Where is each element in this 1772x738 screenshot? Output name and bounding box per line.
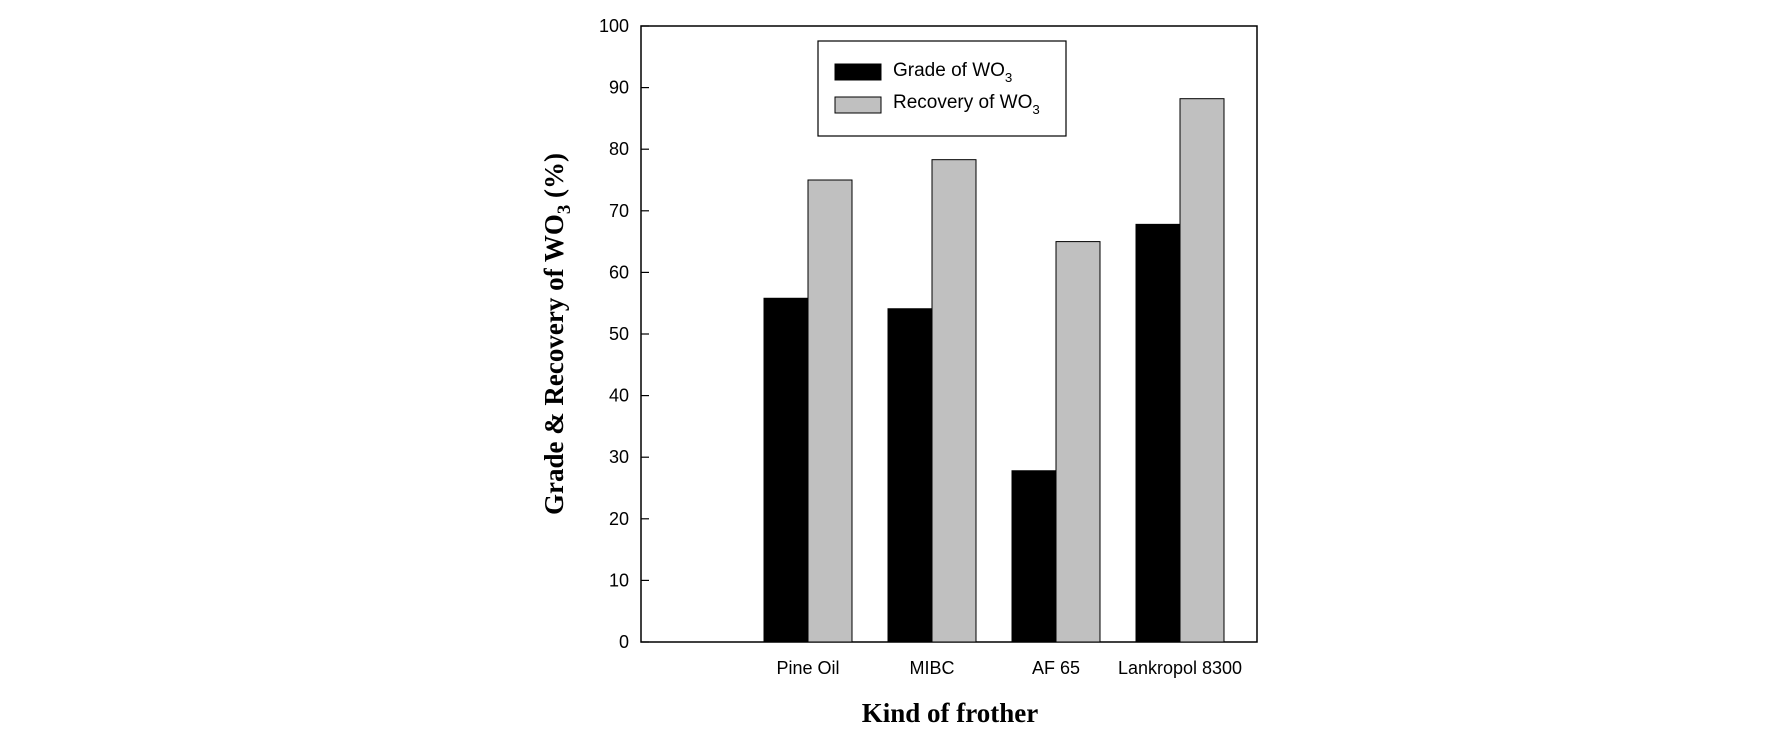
- bar-grade-1: [887, 308, 933, 643]
- y-axis-title: Grade & Recovery of WO3 (%): [539, 153, 575, 515]
- x-tick-label-1: MIBC: [910, 658, 955, 678]
- legend-box: [817, 40, 1067, 137]
- legend-label-recovery: Recovery of WO3: [893, 92, 1040, 117]
- y-tick-label-4: 40: [609, 386, 629, 406]
- y-axis: 0 10 20 30 40 50 60 70 80 90 100: [599, 16, 649, 652]
- legend: Grade of WO3 Recovery of WO3: [817, 40, 1067, 137]
- bar-recovery-3: [1179, 98, 1225, 643]
- bar-recovery-2: [1055, 241, 1101, 643]
- y-tick-label-1: 10: [609, 570, 629, 590]
- y-tick-label-8: 80: [609, 139, 629, 159]
- y-tick-label-7: 70: [609, 201, 629, 221]
- x-tick-label-0: Pine Oil: [776, 658, 839, 678]
- y-tick-label-6: 60: [609, 262, 629, 282]
- bar-recovery-1: [931, 159, 977, 643]
- bar-grade-2: [1011, 470, 1057, 643]
- bar-grade-3: [1135, 223, 1181, 643]
- y-tick-label-10: 100: [599, 16, 629, 36]
- x-axis-title: Kind of frother: [862, 698, 1039, 728]
- legend-label-grade: Grade of WO3: [893, 60, 1012, 85]
- y-tick-label-2: 20: [609, 509, 629, 529]
- bars: [763, 98, 1225, 643]
- y-tick-label-3: 30: [609, 447, 629, 467]
- y-tick-label-9: 90: [609, 78, 629, 98]
- x-axis: Pine Oil MIBC AF 65 Lankropol 8300: [776, 658, 1242, 678]
- legend-swatch-grade: [834, 63, 882, 81]
- y-tick-label-0: 0: [619, 632, 629, 652]
- x-tick-label-2: AF 65: [1032, 658, 1080, 678]
- y-tick-label-5: 50: [609, 324, 629, 344]
- x-tick-label-3: Lankropol 8300: [1118, 658, 1242, 678]
- legend-swatch-recovery: [834, 96, 882, 114]
- bar-recovery-0: [807, 179, 853, 643]
- bar-grade-0: [763, 297, 809, 643]
